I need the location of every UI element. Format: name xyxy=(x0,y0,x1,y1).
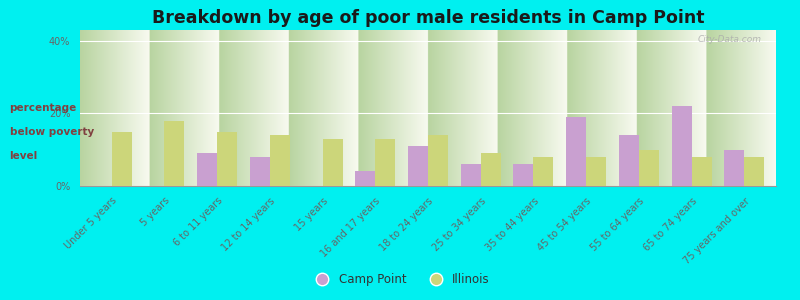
Bar xyxy=(322,139,342,186)
Bar xyxy=(534,157,554,186)
Bar xyxy=(375,139,395,186)
Bar xyxy=(514,164,534,186)
Text: level: level xyxy=(10,151,38,161)
Bar xyxy=(112,132,132,186)
Bar xyxy=(639,150,659,186)
Bar xyxy=(744,157,765,186)
Bar xyxy=(355,172,375,186)
Text: percentage: percentage xyxy=(10,103,77,113)
Bar xyxy=(619,135,639,186)
Legend: Camp Point, Illinois: Camp Point, Illinois xyxy=(306,269,494,291)
Title: Breakdown by age of poor male residents in Camp Point: Breakdown by age of poor male residents … xyxy=(152,9,704,27)
Bar xyxy=(428,135,448,186)
Bar xyxy=(672,106,692,186)
Bar xyxy=(566,117,586,186)
Bar xyxy=(408,146,428,186)
Bar xyxy=(461,164,481,186)
Bar xyxy=(481,153,501,186)
Bar xyxy=(724,150,744,186)
Bar xyxy=(270,135,290,186)
Bar xyxy=(586,157,606,186)
Bar xyxy=(164,121,184,186)
Bar xyxy=(250,157,270,186)
Bar xyxy=(197,153,217,186)
Text: City-Data.com: City-Data.com xyxy=(698,35,762,44)
Bar xyxy=(692,157,712,186)
Text: below poverty: below poverty xyxy=(10,127,94,137)
Bar xyxy=(217,132,237,186)
